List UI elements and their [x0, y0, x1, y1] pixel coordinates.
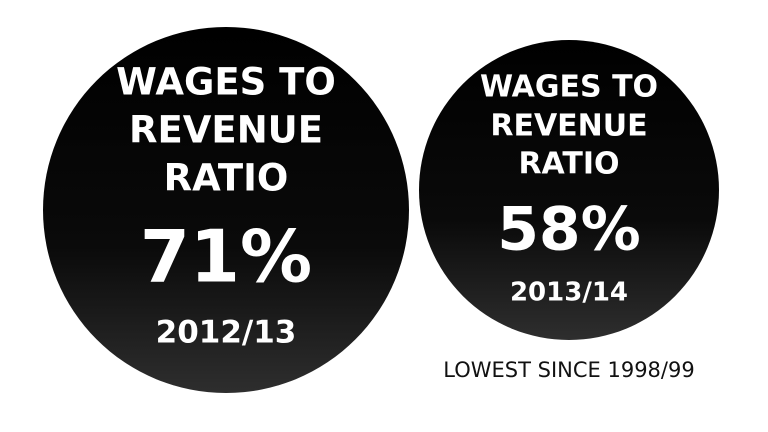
label-line: WAGES TO [480, 70, 658, 105]
period: 2012/13 [156, 315, 297, 351]
period: 2013/14 [510, 278, 628, 308]
circle-2013: WAGES TO REVENUE RATIO 58% 2013/14 [419, 40, 719, 340]
label-line: RATIO [164, 157, 289, 200]
value: 71% [140, 215, 312, 299]
label-line: REVENUE [490, 109, 647, 144]
circle-bg [419, 40, 719, 340]
label-line: REVENUE [129, 109, 323, 152]
label-line: WAGES TO [116, 61, 336, 104]
circle-bg [43, 27, 409, 393]
label-line: RATIO [518, 147, 619, 182]
value: 58% [497, 195, 641, 265]
note: LOWEST SINCE 1998/99 [443, 358, 694, 382]
circle-2012: WAGES TO REVENUE RATIO 71% 2012/13 [43, 27, 409, 393]
